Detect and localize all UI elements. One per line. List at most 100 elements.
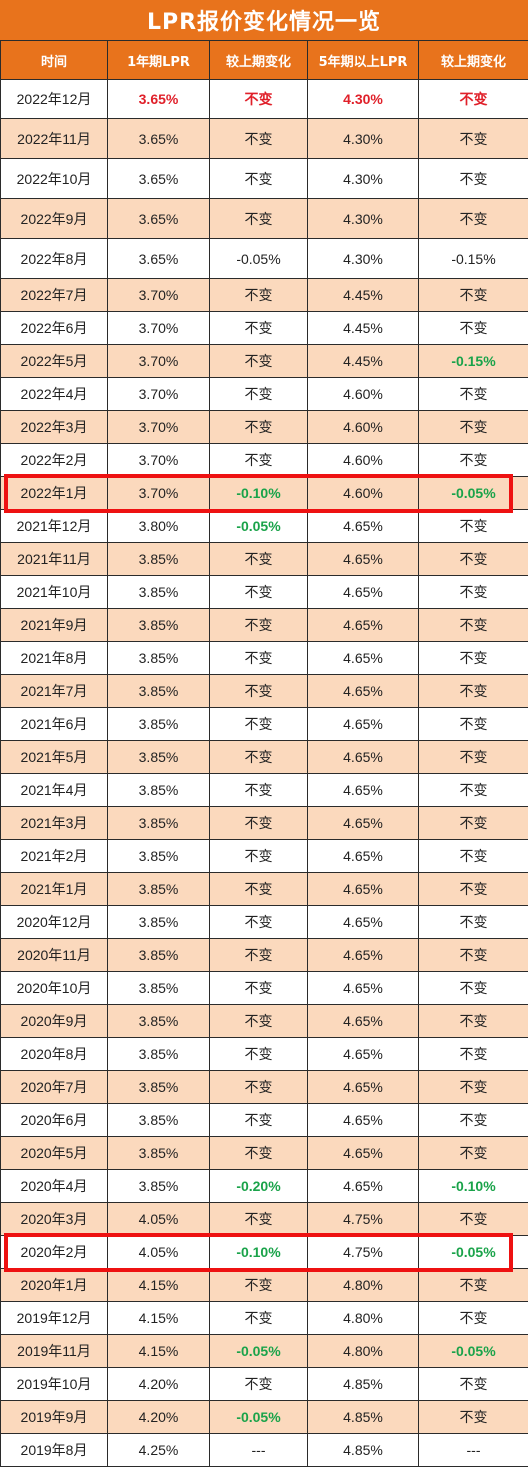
cell-change-1y: 不变: [209, 773, 308, 807]
cell-lpr-5y: 4.75%: [307, 1202, 419, 1236]
cell-date: 2022年11月: [0, 118, 108, 159]
table-row: 2022年12月 3.65% 不变 4.30% 不变: [0, 79, 528, 119]
cell-change-5y: 不变: [418, 806, 528, 840]
cell-change-5y: 不变: [418, 575, 528, 609]
cell-lpr-1y: 3.70%: [107, 410, 210, 444]
cell-lpr-5y: 4.65%: [307, 938, 419, 972]
cell-lpr-1y: 3.85%: [107, 839, 210, 873]
cell-lpr-1y: 3.85%: [107, 608, 210, 642]
cell-change-5y: 不变: [418, 1367, 528, 1401]
table-row: 2020年9月 3.85% 不变 4.65% 不变: [0, 1004, 528, 1038]
cell-lpr-1y: 3.85%: [107, 905, 210, 939]
table-row: 2022年11月 3.65% 不变 4.30% 不变: [0, 118, 528, 159]
cell-change-5y: 不变: [418, 278, 528, 312]
cell-change-1y: -0.05%: [209, 238, 308, 279]
cell-change-1y: 不变: [209, 839, 308, 873]
cell-date: 2020年3月: [0, 1202, 108, 1236]
cell-change-5y: 不变: [418, 872, 528, 906]
cell-change-1y: 不变: [209, 575, 308, 609]
cell-lpr-1y: 3.85%: [107, 773, 210, 807]
cell-change-5y: 不变: [418, 118, 528, 159]
cell-change-1y: 不变: [209, 118, 308, 159]
cell-change-1y: 不变: [209, 1004, 308, 1038]
cell-lpr-5y: 4.30%: [307, 198, 419, 239]
cell-change-1y: 不变: [209, 410, 308, 444]
cell-change-1y: 不变: [209, 1070, 308, 1104]
cell-change-5y: 不变: [418, 198, 528, 239]
cell-change-1y: 不变: [209, 1367, 308, 1401]
cell-lpr-5y: 4.30%: [307, 158, 419, 199]
table-row: 2021年10月 3.85% 不变 4.65% 不变: [0, 575, 528, 609]
cell-change-5y: 不变: [418, 1202, 528, 1236]
table-row: 2021年7月 3.85% 不变 4.65% 不变: [0, 674, 528, 708]
cell-date: 2021年2月: [0, 839, 108, 873]
cell-lpr-1y: 3.80%: [107, 509, 210, 543]
cell-lpr-5y: 4.30%: [307, 238, 419, 279]
table-row: 2021年3月 3.85% 不变 4.65% 不变: [0, 806, 528, 840]
cell-change-5y: 不变: [418, 1268, 528, 1302]
cell-lpr-5y: 4.80%: [307, 1334, 419, 1368]
cell-lpr-1y: 4.25%: [107, 1433, 210, 1467]
cell-date: 2020年6月: [0, 1103, 108, 1137]
cell-change-1y: 不变: [209, 872, 308, 906]
cell-lpr-5y: 4.65%: [307, 839, 419, 873]
cell-lpr-5y: 4.80%: [307, 1268, 419, 1302]
table-row: 2020年2月 4.05% -0.10% 4.75% -0.05%: [0, 1235, 528, 1269]
cell-change-5y: -0.05%: [418, 476, 528, 510]
table-row: 2019年8月 4.25% --- 4.85% ---: [0, 1433, 528, 1467]
cell-date: 2022年9月: [0, 198, 108, 239]
cell-lpr-5y: 4.65%: [307, 740, 419, 774]
cell-date: 2022年2月: [0, 443, 108, 477]
cell-change-5y: -0.10%: [418, 1169, 528, 1203]
table-row: 2021年12月 3.80% -0.05% 4.65% 不变: [0, 509, 528, 543]
table-row: 2020年6月 3.85% 不变 4.65% 不变: [0, 1103, 528, 1137]
cell-change-5y: 不变: [418, 773, 528, 807]
cell-change-5y: 不变: [418, 1037, 528, 1071]
cell-lpr-1y: 3.85%: [107, 575, 210, 609]
table-row: 2022年3月 3.70% 不变 4.60% 不变: [0, 410, 528, 444]
cell-change-1y: 不变: [209, 1103, 308, 1137]
cell-date: 2021年1月: [0, 872, 108, 906]
cell-lpr-1y: 3.85%: [107, 872, 210, 906]
table-row: 2021年11月 3.85% 不变 4.65% 不变: [0, 542, 528, 576]
cell-change-1y: 不变: [209, 740, 308, 774]
cell-lpr-5y: 4.65%: [307, 971, 419, 1005]
cell-lpr-1y: 3.70%: [107, 344, 210, 378]
cell-date: 2022年6月: [0, 311, 108, 345]
cell-date: 2021年4月: [0, 773, 108, 807]
table-row: 2020年1月 4.15% 不变 4.80% 不变: [0, 1268, 528, 1302]
cell-change-1y: 不变: [209, 1268, 308, 1302]
cell-lpr-1y: 3.65%: [107, 118, 210, 159]
cell-lpr-5y: 4.75%: [307, 1235, 419, 1269]
cell-lpr-1y: 3.85%: [107, 641, 210, 675]
cell-date: 2020年4月: [0, 1169, 108, 1203]
cell-lpr-1y: 3.70%: [107, 443, 210, 477]
cell-change-5y: 不变: [418, 938, 528, 972]
header-change-1y: 较上期变化: [209, 40, 308, 80]
cell-change-5y: 不变: [418, 377, 528, 411]
cell-lpr-1y: 3.85%: [107, 1103, 210, 1137]
cell-date: 2021年6月: [0, 707, 108, 741]
cell-date: 2021年8月: [0, 641, 108, 675]
header-lpr-1y: 1年期LPR: [107, 40, 210, 80]
cell-lpr-1y: 3.70%: [107, 278, 210, 312]
table-row: 2019年12月 4.15% 不变 4.80% 不变: [0, 1301, 528, 1335]
table-row: 2020年5月 3.85% 不变 4.65% 不变: [0, 1136, 528, 1170]
cell-change-1y: 不变: [209, 674, 308, 708]
cell-lpr-5y: 4.65%: [307, 1037, 419, 1071]
cell-change-5y: 不变: [418, 79, 528, 119]
cell-date: 2021年5月: [0, 740, 108, 774]
cell-change-1y: -0.10%: [209, 476, 308, 510]
table-row: 2022年9月 3.65% 不变 4.30% 不变: [0, 198, 528, 239]
cell-date: 2021年12月: [0, 509, 108, 543]
cell-change-5y: 不变: [418, 1103, 528, 1137]
cell-date: 2021年10月: [0, 575, 108, 609]
cell-lpr-1y: 3.85%: [107, 740, 210, 774]
table-row: 2021年1月 3.85% 不变 4.65% 不变: [0, 872, 528, 906]
cell-lpr-5y: 4.80%: [307, 1301, 419, 1335]
table-title: LPR报价变化情况一览: [0, 0, 528, 40]
table-row: 2019年9月 4.20% -0.05% 4.85% 不变: [0, 1400, 528, 1434]
cell-lpr-1y: 3.85%: [107, 971, 210, 1005]
cell-change-1y: 不变: [209, 542, 308, 576]
